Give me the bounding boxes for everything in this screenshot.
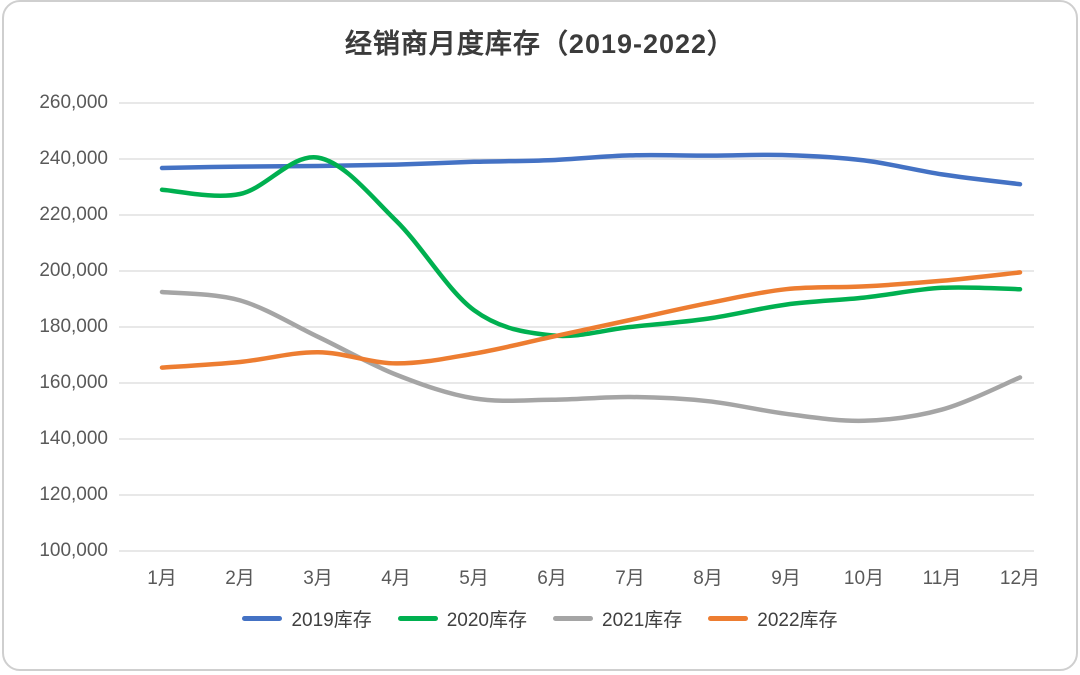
y-tick-label: 200,000: [39, 260, 108, 281]
x-tick-label: 5月: [459, 568, 489, 589]
series-line-2022库存: [159, 270, 1023, 370]
legend-swatch-2020: [397, 616, 438, 621]
legend-swatch-2022: [708, 616, 749, 621]
chart-legend: 2019库存 2020库存 2021库存 2022库存: [4, 605, 1076, 632]
series-line-2019库存: [159, 152, 1023, 187]
legend-label-2019: 2019库存: [291, 610, 372, 631]
x-tick-label: 3月: [303, 568, 333, 589]
x-tick-label: 1月: [147, 568, 177, 589]
x-tick-label: 8月: [693, 568, 723, 589]
y-tick-label: 100,000: [39, 540, 108, 561]
series-line-2021库存: [159, 289, 1023, 424]
x-tick-label: 4月: [381, 568, 411, 589]
series-line-2020库存: [159, 155, 1023, 339]
x-tick-label: 9月: [771, 568, 801, 589]
x-tick-label: 12月: [1000, 568, 1040, 589]
legend-swatch-2019: [242, 616, 283, 621]
chart-area: 100,000 120,000 140,000 160,000 180,000 200,0…: [4, 63, 1076, 603]
chart-title: 经销商月度库存（2019-2022）: [344, 29, 736, 59]
x-tick-label: 6月: [537, 568, 567, 589]
y-tick-label: 140,000: [39, 428, 108, 449]
x-tick-label: 2月: [225, 568, 255, 589]
legend-item-2020: 2020库存: [397, 605, 527, 632]
legend-label-2022: 2022库存: [757, 610, 838, 631]
y-tick-label: 180,000: [39, 316, 108, 337]
legend-label-2021: 2021库存: [602, 610, 683, 631]
x-tick-label: 11月: [923, 568, 962, 589]
legend-swatch-2021: [553, 616, 593, 621]
line-chart: 100,000 120,000 140,000 160,000 180,000 200,0…: [39, 92, 1040, 589]
x-tick-label: 7月: [615, 568, 645, 589]
y-tick-label: 120,000: [39, 484, 108, 505]
legend-label-2020: 2020库存: [446, 610, 527, 631]
y-tick-label: 220,000: [39, 204, 108, 225]
legend-item-2021: 2021库存: [553, 605, 682, 632]
y-tick-label: 260,000: [39, 92, 108, 113]
legend-item-2019: 2019库存: [242, 605, 372, 632]
y-tick-label: 160,000: [39, 372, 108, 393]
legend-item-2022: 2022库存: [708, 605, 838, 632]
y-tick-label: 240,000: [39, 148, 108, 169]
x-tick-label: 10月: [844, 568, 884, 589]
